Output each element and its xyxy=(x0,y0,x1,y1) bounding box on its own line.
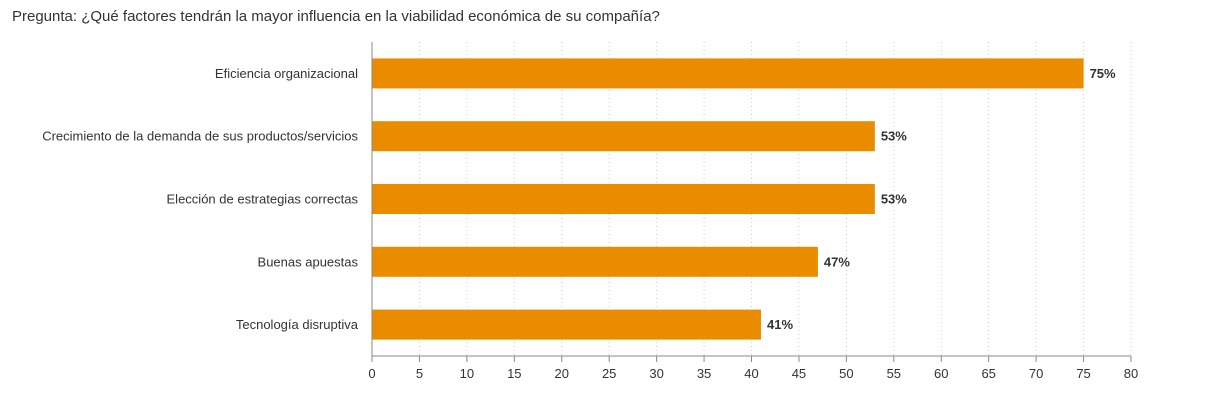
bar xyxy=(372,309,761,340)
category-label: Crecimiento de la demanda de sus product… xyxy=(42,129,358,144)
labels: 0 5 10 15 20 25 30 35 40 45 50 55 60 65 70 75 80 Eficienc… xyxy=(42,66,1138,381)
x-tick-label: 50 xyxy=(839,366,853,381)
axes xyxy=(371,42,1132,362)
bar xyxy=(372,246,818,277)
x-tick-label: 5 xyxy=(416,366,423,381)
x-tick-label: 0 xyxy=(368,366,375,381)
bar xyxy=(372,121,875,152)
x-tick-label: 20 xyxy=(555,366,569,381)
category-label: Elección de estrategias correctas xyxy=(167,192,359,207)
bars xyxy=(372,58,1084,340)
category-label: Eficiencia organizacional xyxy=(215,66,358,81)
value-label: 53% xyxy=(881,129,907,144)
value-label: 47% xyxy=(824,254,850,269)
x-tick-label: 15 xyxy=(507,366,521,381)
bar xyxy=(372,184,875,214)
value-label: 41% xyxy=(767,317,793,332)
x-tick-label: 35 xyxy=(697,366,711,381)
x-tick-label: 55 xyxy=(887,366,901,381)
x-tick-label: 60 xyxy=(934,366,948,381)
value-label: 75% xyxy=(1090,66,1116,81)
value-label: 53% xyxy=(881,192,907,207)
x-tick-label: 10 xyxy=(460,366,474,381)
category-label: Buenas apuestas xyxy=(258,254,359,269)
x-tick-label: 25 xyxy=(602,366,616,381)
x-tick-label: 80 xyxy=(1124,366,1138,381)
x-tick-label: 45 xyxy=(792,366,806,381)
chart-title: Pregunta: ¿Qué factores tendrán la mayor… xyxy=(12,8,660,25)
x-tick-label: 40 xyxy=(744,366,758,381)
x-tick-label: 70 xyxy=(1029,366,1043,381)
x-tick-label: 65 xyxy=(981,366,995,381)
bar xyxy=(372,58,1084,89)
category-label: Tecnología disruptiva xyxy=(236,317,359,332)
x-tick-label: 30 xyxy=(649,366,663,381)
x-tick-label: 75 xyxy=(1076,366,1090,381)
